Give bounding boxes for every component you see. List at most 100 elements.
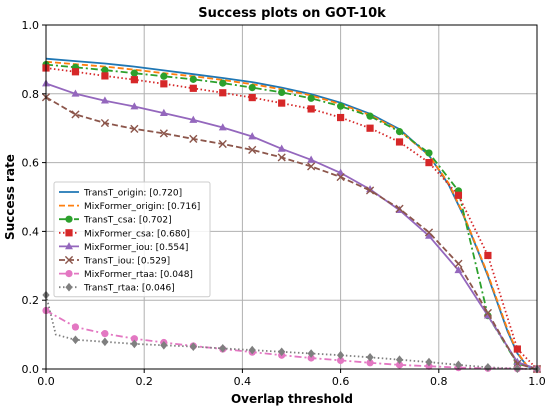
legend-label: MixFormer_csa: [0.680] (84, 229, 190, 239)
data-point (130, 69, 138, 77)
data-point (101, 66, 109, 74)
data-point (65, 270, 73, 278)
x-tick-label: 0.0 (37, 375, 55, 388)
data-point (101, 72, 109, 80)
legend-item: MixFormer_csa: [0.680] (59, 229, 190, 239)
chart-title: Success plots on GOT-10k (198, 6, 386, 21)
x-tick-label: 0.6 (332, 375, 350, 388)
legend-item: TransT_csa: [0.702] (59, 215, 172, 226)
data-point (454, 259, 463, 268)
data-point (337, 350, 345, 360)
data-point (65, 282, 73, 292)
data-point (425, 357, 433, 367)
series-7 (42, 290, 541, 374)
legend-item: TransT_iou: [0.529] (59, 255, 170, 267)
data-point (307, 155, 316, 163)
data-point (248, 345, 256, 355)
data-point (189, 115, 198, 123)
legend: TransT_origin: [0.720] MixFormer_origin: … (53, 181, 211, 298)
grid-lines (46, 25, 537, 369)
data-point (454, 191, 463, 199)
y-tick-label: 0.4 (22, 225, 40, 238)
data-point (366, 359, 374, 367)
x-axis-label: Overlap threshold (231, 392, 353, 406)
data-point (218, 123, 227, 131)
legend-item: TransT_origin: [0.720] (59, 189, 182, 199)
y-tick-label: 0.2 (22, 294, 40, 307)
data-point (366, 352, 374, 362)
data-point (159, 129, 168, 138)
data-point (71, 68, 80, 76)
data-point (307, 105, 315, 113)
data-point (71, 335, 80, 345)
x-tick-label: 0.4 (234, 375, 252, 388)
data-point (366, 124, 374, 132)
data-point (64, 255, 74, 265)
data-point (130, 76, 138, 84)
data-point (277, 144, 286, 152)
x-tick-label: 0.8 (430, 375, 448, 388)
data-point (454, 265, 463, 274)
data-point (248, 84, 256, 92)
data-point (483, 308, 492, 318)
data-point (71, 110, 80, 119)
legend-item: MixFormer_origin: [0.716] (59, 202, 200, 212)
x-tick-label: 1.0 (528, 375, 546, 388)
series-line (45, 96, 538, 370)
data-point (218, 139, 227, 149)
data-point (160, 72, 168, 80)
data-point (189, 342, 197, 351)
data-point (101, 329, 109, 338)
data-point (189, 134, 198, 143)
data-point (484, 362, 492, 372)
data-point (219, 79, 227, 87)
x-tick-label: 0.2 (135, 375, 153, 388)
data-point (101, 337, 109, 347)
data-point (160, 80, 168, 88)
series-line (45, 82, 538, 370)
data-point (484, 251, 492, 260)
legend-box (53, 181, 211, 298)
data-point (189, 84, 197, 92)
data-point (395, 204, 404, 213)
data-point (395, 128, 404, 136)
legend-item: TransT_rtaa: [0.046] (59, 282, 175, 294)
data-point (513, 345, 521, 353)
legend-label: MixFormer_rtaa: [0.048] (84, 270, 193, 280)
data-point (219, 344, 227, 353)
y-tick-label: 1.0 (22, 19, 40, 32)
data-point (365, 186, 375, 195)
data-point (71, 323, 80, 331)
legend-label: TransT_origin: [0.720] (83, 189, 182, 199)
data-point (65, 229, 73, 237)
data-point (65, 242, 73, 250)
series-line (45, 67, 538, 370)
legend-label: TransT_csa: [0.702] (83, 216, 172, 226)
data-point (130, 335, 138, 343)
data-point (100, 118, 110, 128)
data-point (454, 360, 463, 370)
data-point (65, 215, 73, 223)
data-point (366, 112, 374, 120)
plot-frame (45, 24, 538, 370)
data-point (425, 159, 433, 167)
axis-ticks: 0.0 0.2 0.4 0.6 0.8 1.0 0.0 0.2 0.4 0.6 0.8 1.0 (22, 19, 546, 388)
legend-label: MixFormer_origin: [0.716] (84, 202, 200, 212)
data-point (337, 356, 345, 364)
data-point (159, 108, 168, 116)
legend-label: MixFormer_iou: [0.554] (84, 243, 188, 253)
data-point (130, 124, 139, 133)
data-point (160, 340, 168, 350)
data-point (248, 93, 256, 102)
data-point (189, 75, 197, 83)
data-point (307, 162, 316, 171)
data-point (425, 149, 433, 157)
y-axis-label: Success rate (3, 154, 17, 240)
data-point (425, 231, 433, 239)
series-layer (41, 57, 542, 374)
data-point (130, 339, 138, 349)
data-point (395, 361, 404, 369)
data-point (307, 354, 315, 362)
data-point (100, 96, 109, 104)
